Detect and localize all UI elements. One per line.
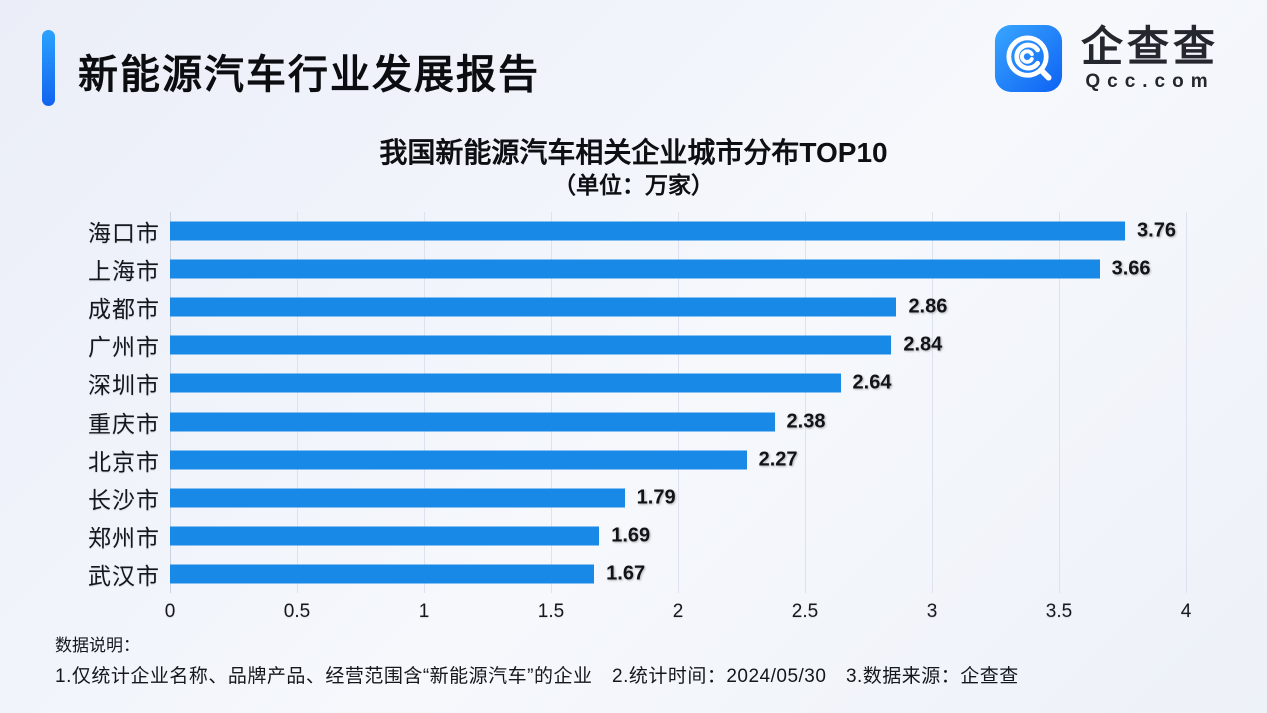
x-tick-label: 0 [164,601,176,622]
bar-rows: 海口市 3.76 上海市 3.66 成都市 2.86 广州市 2.84 深圳市 2.64 重庆市 2.… [40,212,1186,593]
value-label: 2.27 [758,448,798,471]
bar-row: 深圳市 2.64 [40,364,1186,402]
bar-row: 成都市 2.86 [40,288,1186,326]
category-label: 郑州市 [88,524,160,551]
category-label: 长沙市 [88,486,160,513]
bar-row: 北京市 2.27 [40,441,1186,479]
category-label: 北京市 [88,448,160,475]
value-label: 2.64 [852,371,892,394]
x-tick-label: 3.5 [1045,601,1073,622]
value-label: 1.69 [611,524,651,547]
bar [170,450,747,470]
bar [170,373,841,393]
footnote-text: 1.仅统计企业名称、品牌产品、经营范围含“新能源汽车”的企业 2.统计时间：20… [55,666,1019,687]
value-label: 3.76 [1137,219,1176,242]
bar-track: 1.69 [170,517,1186,555]
bar-row: 广州市 2.84 [40,326,1186,364]
gridline [424,212,425,593]
bar [170,335,892,355]
bar [170,526,600,546]
qcc-logo-domain: Qcc.com [1085,71,1215,93]
report-title: 新能源汽车行业发展报告 [78,53,540,97]
category-label: 上海市 [88,258,160,285]
qcc-logo-name: 企查查 [1080,23,1219,70]
value-label: 2.86 [908,295,948,318]
chart-subtitle: （单位：万家） [553,172,714,198]
x-tick-label: 2 [672,601,684,622]
bar-track: 2.86 [170,288,1186,326]
gridline [170,212,171,593]
bar-row: 武汉市 1.67 [40,555,1186,593]
gridline [1059,212,1060,593]
bar [170,297,897,317]
bar-track: 3.76 [170,212,1186,250]
x-tick-label: 0.5 [283,601,311,622]
qcc-logo-text: 企查查 Qcc.com [1080,23,1219,93]
category-label: 海口市 [88,220,160,247]
bar-row: 上海市 3.66 [40,250,1186,288]
gridlines [170,212,1187,593]
category-label: 成都市 [88,296,160,323]
value-label: 1.67 [606,562,646,585]
bar-row: 郑州市 1.69 [40,517,1186,555]
bar [170,564,595,584]
qcc-logo: 企查查 Qcc.com [994,23,1219,93]
footnote-label: 数据说明： [55,636,140,655]
bar-row: 长沙市 1.79 [40,479,1186,517]
gridline [932,212,933,593]
bar [170,412,775,432]
x-tick-label: 1 [418,601,430,622]
value-label: 2.84 [903,333,943,356]
gridline [805,212,806,593]
category-label: 武汉市 [88,562,160,589]
bar [170,488,625,508]
bar-track: 2.38 [170,402,1186,440]
gridline [1186,212,1187,593]
category-label: 深圳市 [88,372,160,399]
bar-track: 2.64 [170,364,1186,402]
bar-track: 2.84 [170,326,1186,364]
value-label: 2.38 [786,410,826,433]
bar [170,221,1126,241]
chart-title: 我国新能源汽车相关企业城市分布TOP10 [379,137,888,168]
x-tick-label: 4 [1180,601,1192,622]
x-tick-label: 1.5 [537,601,565,622]
value-label: 3.66 [1111,257,1151,280]
bar-track: 3.66 [170,250,1186,288]
x-axis: 0 0.5 1 1.5 2 2.5 3 3.5 4 [165,601,1192,625]
x-tick-label: 2.5 [791,601,819,622]
bar-row: 重庆市 2.38 [40,402,1186,440]
gridline [551,212,552,593]
bar-track: 2.27 [170,441,1186,479]
qcc-logo-icon [994,25,1063,93]
bar-chart: 海口市 3.76 上海市 3.66 成都市 2.86 广州市 2.84 深圳市 2.64 重庆市 2.… [40,212,1187,593]
bar-row: 海口市 3.76 [40,212,1186,250]
bar-track: 1.67 [170,555,1186,593]
gridline [678,212,679,593]
x-tick-label: 3 [926,601,938,622]
category-label: 重庆市 [88,410,160,437]
accent-bar [42,30,55,106]
value-label: 1.79 [636,486,676,509]
bar [170,259,1100,279]
bar-track: 1.79 [170,479,1186,517]
gridline [297,212,298,593]
category-label: 广州市 [88,334,160,361]
